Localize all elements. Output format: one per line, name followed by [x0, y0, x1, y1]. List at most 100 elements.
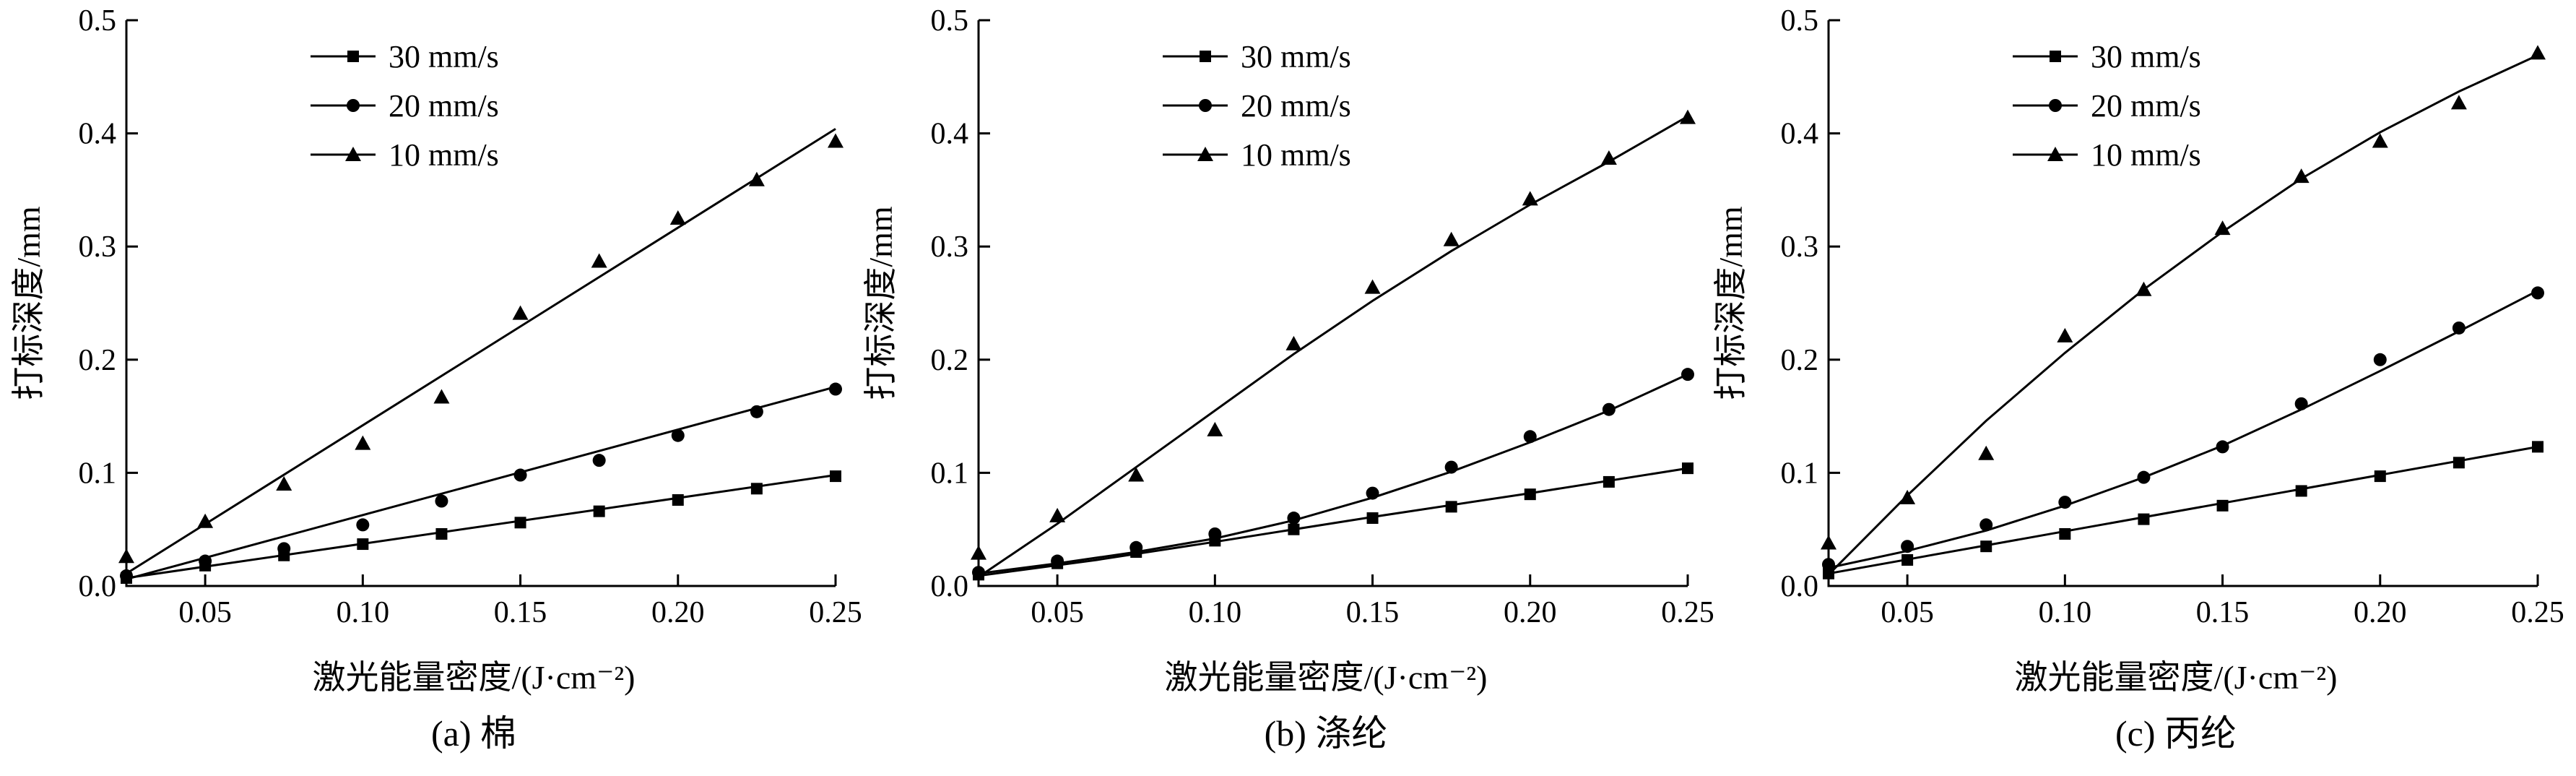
legend-label: 30 mm/s [2091, 39, 2201, 74]
legend-marker-square [2050, 51, 2061, 62]
y-tick-label: 0.2 [1781, 344, 1819, 377]
data-point-triangle [1978, 445, 1995, 460]
y-tick-label: 0.5 [1781, 4, 1819, 38]
y-axis-title: 打标深度/mm [1712, 206, 1749, 400]
legend-marker-circle [2049, 99, 2062, 112]
data-point-square [514, 517, 526, 529]
legend-label: 10 mm/s [389, 137, 499, 173]
legend-label: 10 mm/s [2091, 137, 2201, 173]
legend-item: 10 mm/s [2013, 137, 2201, 173]
fit-line-triangle [978, 115, 1688, 578]
legend-marker-square [347, 51, 359, 62]
y-tick-label: 0.1 [79, 457, 117, 490]
y-tick-label: 0.3 [1781, 230, 1819, 264]
data-point-square [2374, 470, 2386, 483]
data-point-triangle [748, 171, 765, 186]
x-tick-label: 0.10 [2039, 596, 2092, 629]
x-tick-label: 0.15 [2196, 596, 2250, 629]
x-tick-label: 0.20 [2354, 596, 2407, 629]
data-point-circle [1366, 486, 1379, 500]
panel-caption: (b) 涤纶 [1265, 713, 1388, 754]
data-point-circle [1287, 512, 1301, 525]
x-tick-label: 0.05 [1031, 596, 1084, 629]
x-tick-label: 0.20 [651, 596, 705, 629]
data-point-triangle [1285, 335, 1302, 350]
y-axis-title: 打标深度/mm [10, 206, 47, 400]
data-point-triangle [1522, 191, 1538, 206]
y-axis-title: 打标深度/mm [862, 206, 899, 400]
legend-marker-square [1200, 51, 1211, 62]
x-tick-label: 0.15 [1346, 596, 1400, 629]
y-tick-label: 0.2 [79, 344, 117, 377]
legend-label: 10 mm/s [1241, 137, 1351, 173]
data-point-triangle [433, 389, 450, 404]
data-point-circle [1208, 527, 1222, 540]
fit-line-square [1828, 445, 2538, 575]
data-point-circle [1051, 554, 1064, 568]
data-point-circle [1901, 540, 1914, 553]
data-point-circle [1681, 368, 1694, 381]
y-tick-label: 0.5 [931, 4, 969, 38]
data-point-square [2059, 527, 2071, 540]
legend-item: 30 mm/s [1163, 39, 1351, 74]
data-point-triangle [2135, 281, 2152, 296]
chart-panel-c: 0.0 0.1 0.2 0.3 0.4 0.5 0.05 0.10 0.15 0.20 0.25 激光… [1712, 4, 2564, 754]
data-point-square [593, 505, 605, 517]
data-point-circle [592, 454, 606, 467]
panel-caption: (a) 棉 [431, 713, 516, 754]
data-point-circle [750, 405, 763, 418]
legend-item: 10 mm/s [311, 137, 499, 173]
data-point-square [672, 493, 684, 506]
y-tick-label: 0.1 [1781, 457, 1819, 490]
data-point-square [1901, 553, 1914, 566]
data-point-circle [277, 542, 291, 556]
data-point-circle [2373, 353, 2387, 366]
legend-marker-triangle [1197, 147, 1213, 161]
data-point-square [1366, 512, 1379, 525]
fit-line-circle [1828, 289, 2538, 569]
fit-line-circle [978, 373, 1688, 575]
data-point-circle [513, 468, 527, 482]
fit-line-square [126, 474, 836, 579]
legend-marker-triangle [345, 147, 361, 161]
legend-marker-triangle [2047, 147, 2063, 161]
data-point-triangle [828, 133, 844, 148]
data-point-square [1980, 540, 1992, 553]
data-point-circle [2294, 397, 2308, 410]
legend-label: 30 mm/s [1241, 39, 1351, 74]
x-tick-label: 0.05 [178, 596, 232, 629]
fit-line-triangle [1827, 54, 2538, 576]
data-point-circle [199, 554, 212, 568]
data-point-circle [435, 494, 448, 508]
x-tick-label: 0.25 [809, 596, 862, 629]
x-axis-title: 激光能量密度/(J·cm⁻²) [2015, 659, 2338, 696]
legend-label: 20 mm/s [389, 88, 499, 124]
data-point-circle [2137, 470, 2151, 484]
x-tick-label: 0.05 [1881, 596, 1934, 629]
data-point-circle [1129, 540, 1143, 554]
data-point-triangle [276, 476, 292, 491]
data-point-triangle [1443, 231, 1460, 246]
data-point-square [435, 527, 448, 540]
data-point-triangle [118, 548, 134, 564]
y-tick-label: 0.4 [931, 118, 969, 151]
x-tick-label: 0.10 [1189, 596, 1242, 629]
x-tick-label: 0.25 [2511, 596, 2564, 629]
data-point-triangle [1600, 150, 1617, 165]
legend-label: 20 mm/s [2091, 88, 2201, 124]
legend-marker-circle [1199, 99, 1212, 112]
data-point-circle [1444, 460, 1458, 474]
data-point-triangle [591, 253, 607, 268]
x-tick-label: 0.15 [494, 596, 547, 629]
y-tick-label: 0.4 [1781, 118, 1819, 151]
data-point-circle [2452, 321, 2466, 335]
data-point-triangle [1899, 489, 1916, 504]
x-axis-title: 激光能量密度/(J·cm⁻²) [313, 659, 636, 696]
data-point-circle [1602, 402, 1616, 416]
legend-item: 20 mm/s [2013, 88, 2201, 124]
data-point-square [2138, 513, 2150, 525]
data-point-square [2216, 499, 2229, 512]
data-point-circle [1822, 558, 1835, 572]
chart-panel-a: 0.0 0.1 0.2 0.3 0.4 0.5 0.05 0.10 0.15 0.20 0.25 激光… [10, 4, 862, 754]
